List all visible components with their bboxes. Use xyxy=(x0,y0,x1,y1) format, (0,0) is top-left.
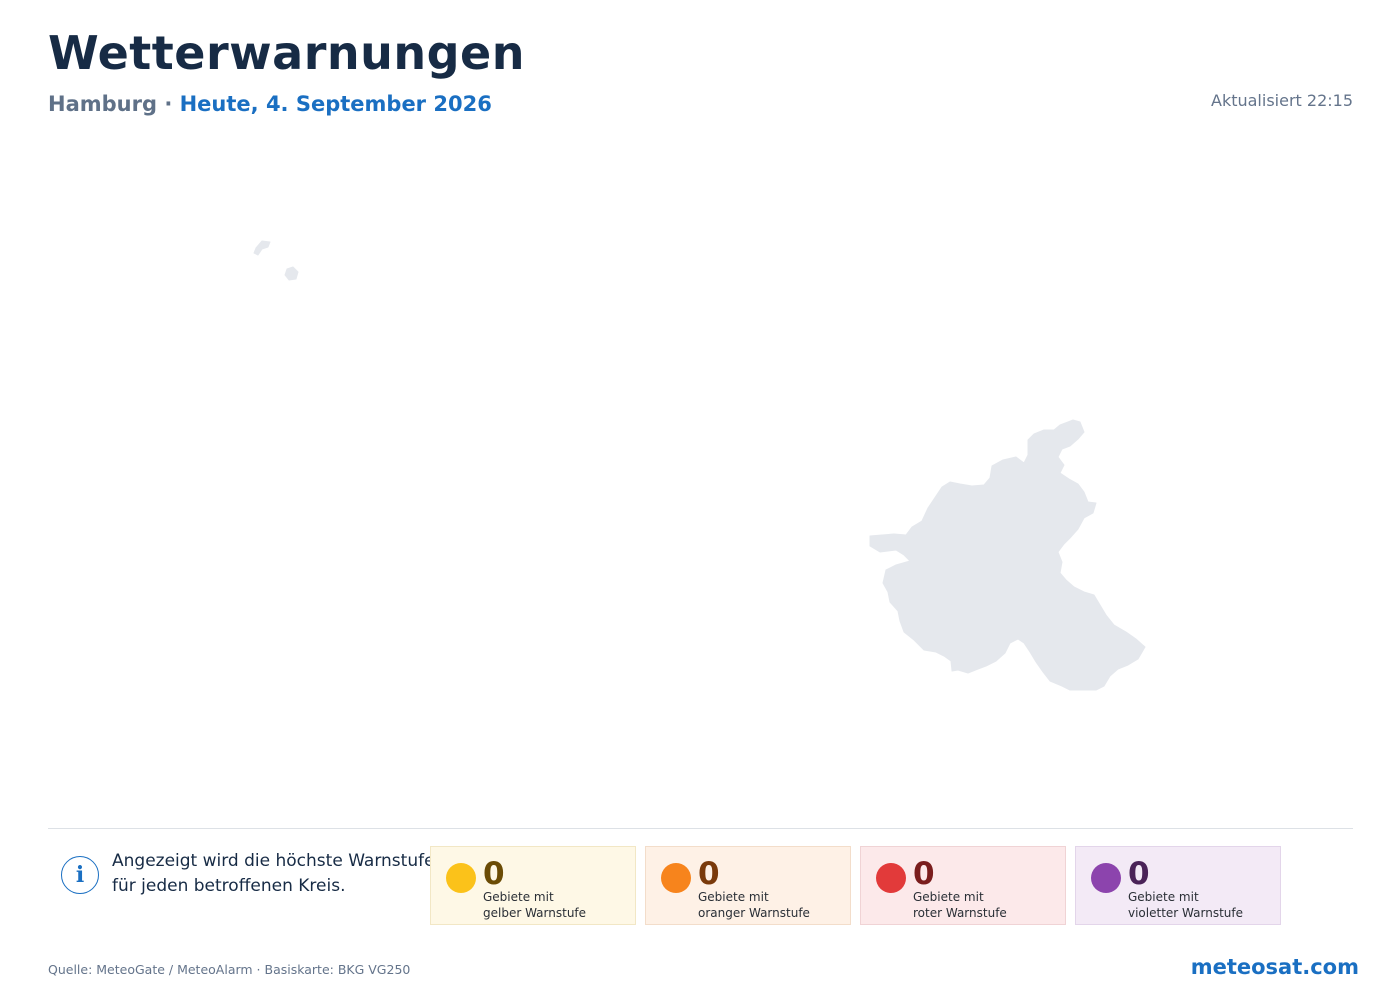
info-text-line1: Angezeigt wird die höchste Warnstufe xyxy=(112,851,435,871)
warning-map xyxy=(253,240,1146,691)
page-title: Wetterwarnungen xyxy=(48,26,526,80)
summary-label: Gebiete mit roter Warnstufe xyxy=(913,890,1007,921)
summary-card-violet: 0 Gebiete mit violetter Warnstufe xyxy=(1075,846,1281,925)
summary-label: Gebiete mit oranger Warnstufe xyxy=(698,890,810,921)
summary-count: 0 xyxy=(698,856,720,892)
info-text: Angezeigt wird die höchste Warnstufe für… xyxy=(112,849,442,899)
summary-label-line2: violetter Warnstufe xyxy=(1128,905,1243,920)
region-name: Hamburg xyxy=(48,92,157,116)
summary-card-orange: 0 Gebiete mit oranger Warnstufe xyxy=(645,846,851,925)
summary-count: 0 xyxy=(913,856,935,892)
summary-label-line1: Gebiete mit xyxy=(483,890,554,904)
summary-card-yellow: 0 Gebiete mit gelber Warnstufe xyxy=(430,846,636,925)
info-text-line2: für jeden betroffenen Kreis. xyxy=(112,876,346,896)
map-area-neuwerk-south xyxy=(284,266,299,281)
summary-count: 0 xyxy=(483,856,505,892)
brand-link[interactable]: meteosat.com xyxy=(1190,955,1359,979)
violet-level-dot-icon xyxy=(1091,863,1121,893)
summary-label-line1: Gebiete mit xyxy=(913,890,984,904)
map-area-neuwerk-north xyxy=(253,240,271,256)
info-icon: i xyxy=(61,856,99,894)
orange-level-dot-icon xyxy=(661,863,691,893)
updated-timestamp: Aktualisiert 22:15 xyxy=(1211,91,1353,110)
summary-label-line2: roter Warnstufe xyxy=(913,905,1007,920)
summary-label: Gebiete mit violetter Warnstufe xyxy=(1128,890,1243,921)
date-label: Heute, 4. September 2026 xyxy=(179,92,492,116)
summary-count: 0 xyxy=(1128,856,1150,892)
summary-label: Gebiete mit gelber Warnstufe xyxy=(483,890,586,921)
summary-label-line1: Gebiete mit xyxy=(698,890,769,904)
source-credit: Quelle: MeteoGate / MeteoAlarm · Basiska… xyxy=(48,962,411,977)
map-area-hamburg xyxy=(869,419,1146,691)
divider xyxy=(48,828,1353,829)
yellow-level-dot-icon xyxy=(446,863,476,893)
subtitle-separator: · xyxy=(164,92,173,116)
summary-card-red: 0 Gebiete mit roter Warnstufe xyxy=(860,846,1066,925)
summary-label-line2: oranger Warnstufe xyxy=(698,905,810,920)
red-level-dot-icon xyxy=(876,863,906,893)
subtitle: Hamburg · Heute, 4. September 2026 xyxy=(48,92,492,116)
summary-label-line1: Gebiete mit xyxy=(1128,890,1199,904)
summary-label-line2: gelber Warnstufe xyxy=(483,905,587,920)
